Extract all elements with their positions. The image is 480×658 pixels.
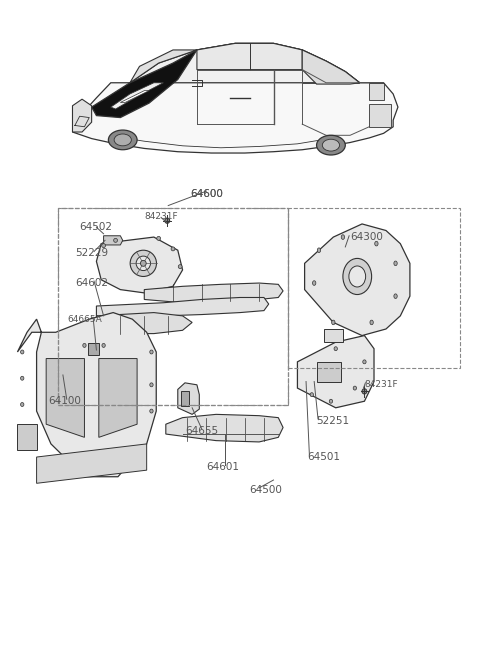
Ellipse shape	[353, 386, 357, 390]
Ellipse shape	[362, 389, 367, 394]
Polygon shape	[99, 359, 137, 438]
Polygon shape	[111, 83, 163, 109]
Bar	[88, 343, 99, 355]
Polygon shape	[144, 283, 283, 303]
Ellipse shape	[21, 350, 24, 354]
Polygon shape	[72, 99, 92, 132]
Ellipse shape	[349, 266, 366, 287]
Ellipse shape	[150, 350, 153, 354]
Text: 64600: 64600	[190, 190, 223, 199]
Ellipse shape	[21, 403, 24, 407]
Polygon shape	[104, 236, 123, 245]
Ellipse shape	[114, 238, 118, 242]
Ellipse shape	[114, 134, 132, 146]
Polygon shape	[17, 313, 156, 477]
Ellipse shape	[102, 243, 106, 247]
Ellipse shape	[108, 130, 137, 150]
Ellipse shape	[317, 248, 321, 253]
Polygon shape	[84, 342, 111, 359]
Ellipse shape	[317, 136, 345, 155]
Ellipse shape	[102, 343, 105, 347]
Text: 64502: 64502	[80, 222, 113, 232]
Polygon shape	[178, 383, 199, 415]
Ellipse shape	[370, 320, 373, 325]
Ellipse shape	[21, 376, 24, 380]
Ellipse shape	[312, 281, 316, 286]
Text: 84231F: 84231F	[144, 212, 178, 220]
Polygon shape	[120, 91, 149, 103]
Ellipse shape	[141, 261, 146, 266]
Text: 64501: 64501	[307, 452, 340, 462]
Ellipse shape	[375, 241, 378, 246]
Ellipse shape	[343, 259, 372, 295]
Polygon shape	[46, 359, 84, 438]
Ellipse shape	[341, 235, 345, 240]
Text: 64655: 64655	[185, 426, 218, 436]
Ellipse shape	[178, 265, 182, 268]
Polygon shape	[92, 50, 197, 118]
Text: 84231F: 84231F	[364, 380, 398, 390]
Ellipse shape	[130, 250, 156, 276]
Ellipse shape	[150, 409, 153, 413]
Ellipse shape	[157, 236, 160, 240]
Polygon shape	[298, 336, 374, 408]
Polygon shape	[17, 424, 36, 451]
Text: 64601: 64601	[206, 462, 240, 472]
Ellipse shape	[329, 399, 333, 403]
Polygon shape	[96, 237, 182, 293]
Text: 52229: 52229	[75, 249, 108, 259]
Bar	[58, 207, 288, 405]
Ellipse shape	[334, 347, 337, 351]
Text: 64100: 64100	[48, 396, 82, 406]
Ellipse shape	[150, 383, 153, 387]
Bar	[369, 104, 391, 127]
Polygon shape	[130, 43, 360, 83]
Text: 64600: 64600	[190, 190, 223, 199]
Ellipse shape	[136, 256, 151, 270]
Ellipse shape	[171, 247, 175, 251]
Text: 64300: 64300	[350, 232, 383, 242]
Ellipse shape	[83, 343, 86, 347]
Ellipse shape	[394, 294, 397, 299]
Text: 64500: 64500	[250, 485, 282, 495]
Text: 64602: 64602	[75, 278, 108, 288]
Polygon shape	[302, 50, 360, 84]
Polygon shape	[324, 329, 343, 342]
Polygon shape	[130, 50, 197, 83]
Ellipse shape	[363, 360, 366, 364]
Polygon shape	[166, 415, 283, 442]
Bar	[369, 83, 384, 101]
Bar	[288, 207, 460, 368]
Polygon shape	[96, 313, 192, 334]
Bar	[180, 392, 189, 406]
Ellipse shape	[323, 139, 339, 151]
Ellipse shape	[310, 393, 313, 397]
Ellipse shape	[394, 261, 397, 266]
Polygon shape	[36, 444, 147, 484]
Polygon shape	[305, 224, 410, 336]
Ellipse shape	[165, 218, 169, 223]
Ellipse shape	[332, 320, 335, 325]
Text: 52251: 52251	[317, 416, 350, 426]
Text: 64665A: 64665A	[68, 315, 102, 324]
Polygon shape	[317, 362, 340, 382]
Polygon shape	[72, 43, 398, 153]
Bar	[58, 207, 288, 405]
Polygon shape	[197, 43, 302, 70]
Polygon shape	[96, 297, 269, 316]
